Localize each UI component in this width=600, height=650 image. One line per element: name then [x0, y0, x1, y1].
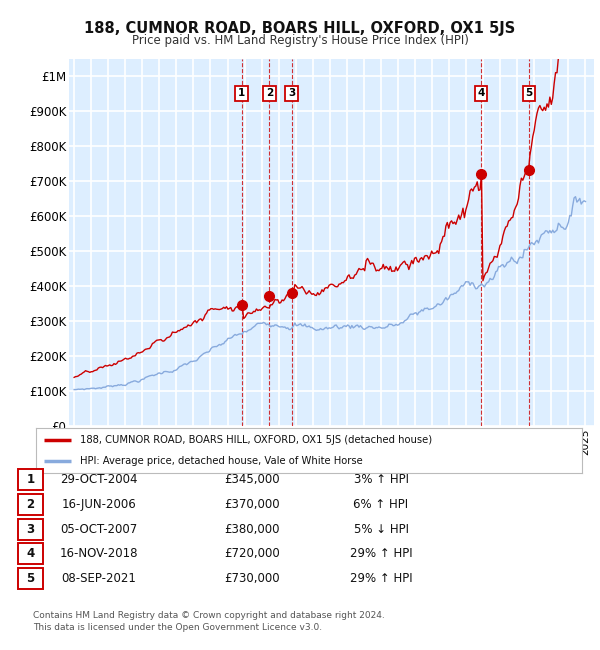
Text: 3% ↑ HPI: 3% ↑ HPI	[353, 473, 409, 486]
Text: Price paid vs. HM Land Registry's House Price Index (HPI): Price paid vs. HM Land Registry's House …	[131, 34, 469, 47]
Text: £720,000: £720,000	[224, 547, 280, 560]
Text: 188, CUMNOR ROAD, BOARS HILL, OXFORD, OX1 5JS (detached house): 188, CUMNOR ROAD, BOARS HILL, OXFORD, OX…	[80, 436, 432, 445]
Text: 4: 4	[26, 547, 35, 560]
Text: 4: 4	[478, 88, 485, 99]
Text: 16-JUN-2006: 16-JUN-2006	[62, 498, 136, 511]
Text: 188, CUMNOR ROAD, BOARS HILL, OXFORD, OX1 5JS: 188, CUMNOR ROAD, BOARS HILL, OXFORD, OX…	[85, 21, 515, 36]
Text: 6% ↑ HPI: 6% ↑ HPI	[353, 498, 409, 511]
Text: 29% ↑ HPI: 29% ↑ HPI	[350, 572, 412, 585]
Text: HPI: Average price, detached house, Vale of White Horse: HPI: Average price, detached house, Vale…	[80, 456, 362, 467]
Text: 29% ↑ HPI: 29% ↑ HPI	[350, 547, 412, 560]
Text: 16-NOV-2018: 16-NOV-2018	[60, 547, 138, 560]
Text: 29-OCT-2004: 29-OCT-2004	[60, 473, 138, 486]
Text: 05-OCT-2007: 05-OCT-2007	[61, 523, 137, 536]
Text: 2: 2	[266, 88, 273, 99]
Text: Contains HM Land Registry data © Crown copyright and database right 2024.
This d: Contains HM Land Registry data © Crown c…	[33, 611, 385, 632]
Text: £730,000: £730,000	[224, 572, 280, 585]
Text: £370,000: £370,000	[224, 498, 280, 511]
Text: 1: 1	[26, 473, 35, 486]
Text: 08-SEP-2021: 08-SEP-2021	[62, 572, 136, 585]
Text: 2: 2	[26, 498, 35, 511]
Text: 5% ↓ HPI: 5% ↓ HPI	[353, 523, 409, 536]
Text: 5: 5	[526, 88, 533, 99]
Text: £345,000: £345,000	[224, 473, 280, 486]
Text: 1: 1	[238, 88, 245, 99]
Text: 5: 5	[26, 572, 35, 585]
Text: 3: 3	[288, 88, 295, 99]
Text: £380,000: £380,000	[224, 523, 280, 536]
Text: 3: 3	[26, 523, 35, 536]
